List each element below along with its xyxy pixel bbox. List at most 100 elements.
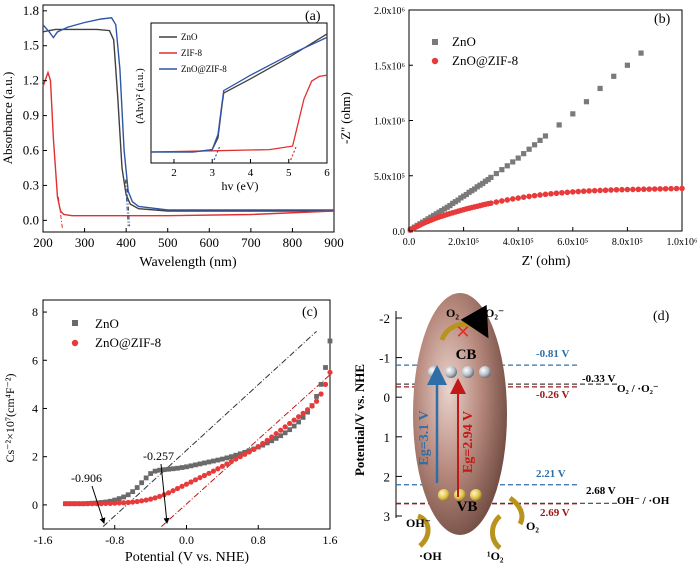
y-tick-label: 1.5x10⁶ bbox=[374, 61, 406, 72]
panel-d-y-ticks: -2 -1 0 1 2 3 bbox=[379, 311, 402, 524]
x-tick-label: 300 bbox=[75, 235, 95, 250]
data-point-zno-zif8 bbox=[537, 192, 543, 198]
series-line-zno bbox=[42, 28, 334, 212]
panel-b: 0.0 2.0x10⁵ 4.0x10⁵ 6.0x10⁵ 8.0x10⁵ 1.0x10⁶ 0… bbox=[338, 6, 698, 269]
legend-label-zno-zif8: ZnO@ZIF-8 bbox=[181, 64, 227, 74]
data-point-zno bbox=[148, 471, 154, 476]
electron bbox=[445, 366, 457, 378]
data-point-zno-zif8 bbox=[580, 188, 587, 195]
inset-frame bbox=[150, 22, 328, 164]
data-point-zno bbox=[269, 438, 275, 444]
inset-marks bbox=[150, 33, 328, 161]
data-point-zno-zif8 bbox=[156, 493, 163, 500]
data-point-zno bbox=[469, 188, 475, 194]
data-point-zno-zif8 bbox=[624, 186, 631, 193]
panel-a-frame bbox=[42, 4, 335, 233]
panel-c-tangent-lines bbox=[102, 330, 331, 527]
data-point-zno-zif8 bbox=[130, 499, 136, 505]
data-point-zno-zif8 bbox=[201, 472, 208, 479]
data-point-zno bbox=[224, 455, 230, 461]
data-point-zno bbox=[197, 461, 203, 467]
data-point-zno bbox=[278, 433, 284, 439]
data-point-zno-zif8 bbox=[179, 483, 185, 489]
data-point-zno bbox=[125, 492, 131, 498]
panel-d-y-axis-label: Potential/V vs. NHE bbox=[352, 364, 367, 476]
x-tick-label: 8.0x10⁵ bbox=[612, 237, 643, 248]
y-tick-label: 3 bbox=[384, 509, 391, 524]
hole bbox=[454, 489, 466, 501]
y-tick-label: 0.0 bbox=[393, 227, 406, 238]
data-point-zno bbox=[233, 452, 239, 458]
legend-marker-zno bbox=[432, 39, 438, 45]
x-tick-label: 2.0x10⁵ bbox=[448, 237, 479, 248]
legend-label-zno: ZnO bbox=[181, 32, 198, 42]
reaction-arrow-oh-oxidation bbox=[416, 513, 431, 548]
data-point-zno bbox=[143, 475, 149, 481]
y-tick-label: 1.8 bbox=[23, 3, 39, 18]
y-tick-label: 5.0x10⁵ bbox=[374, 172, 405, 183]
data-point-zno bbox=[493, 170, 499, 177]
data-point-zno bbox=[323, 365, 328, 370]
data-point-zno-zif8 bbox=[493, 199, 500, 205]
data-point-zno-zif8 bbox=[242, 451, 248, 457]
data-point-zno-zif8 bbox=[526, 193, 532, 200]
data-point-zno bbox=[499, 167, 505, 173]
level-label-vb-composite: 2.69 V bbox=[540, 507, 570, 519]
data-point-zno-zif8 bbox=[542, 191, 549, 198]
panel-a-y-axis-label: Absorbance (a.u.) bbox=[0, 72, 15, 165]
data-point-zno bbox=[166, 466, 171, 472]
data-point-zno bbox=[433, 211, 439, 217]
data-point-zno-zif8 bbox=[210, 468, 217, 474]
data-point-zno-zif8 bbox=[251, 446, 257, 453]
data-point-zno-zif8 bbox=[183, 481, 190, 487]
y-tick-label: 0 bbox=[32, 498, 38, 512]
species-o2-bottom: O₂ bbox=[526, 519, 539, 533]
data-point-zno bbox=[318, 381, 324, 387]
panel-d-label: (d) bbox=[653, 309, 670, 324]
data-point-zno bbox=[175, 465, 180, 471]
reaction-arrow-o2-reduction bbox=[439, 304, 489, 342]
data-point-zno-zif8 bbox=[103, 500, 109, 507]
data-point-zno bbox=[287, 427, 293, 433]
data-point-zno bbox=[116, 496, 122, 502]
panel-c-label: (c) bbox=[302, 305, 318, 320]
band-edge-extrapolation bbox=[124, 179, 129, 227]
band-edge-extrapolation bbox=[57, 197, 64, 230]
data-point-zno-zif8 bbox=[80, 501, 86, 507]
inset-x-tick-label: 5 bbox=[286, 167, 292, 179]
data-point-zno-zif8 bbox=[174, 485, 181, 492]
panel-c-frame bbox=[42, 299, 331, 530]
panel-a-x-ticks: 200 300 400 500 600 700 800 900 bbox=[33, 228, 344, 250]
data-point-zno bbox=[461, 193, 467, 199]
data-point-zno-zif8 bbox=[668, 185, 674, 192]
data-point-zno bbox=[193, 462, 198, 468]
inset-extrapolation bbox=[213, 145, 221, 161]
y-tick-label: 6 bbox=[32, 353, 38, 367]
data-point-zno-zif8 bbox=[116, 500, 122, 506]
data-point-zno-zif8 bbox=[662, 185, 669, 192]
data-point-zno bbox=[477, 182, 483, 188]
legend-label-zno-zif8: ZnO@ZIF-8 bbox=[95, 335, 161, 350]
data-point-zno-zif8 bbox=[291, 417, 297, 423]
band-edge-extrapolation bbox=[126, 179, 130, 227]
inset-legend: ZnO ZIF-8 ZnO@ZIF-8 bbox=[159, 32, 227, 74]
data-point-zno-zif8 bbox=[509, 196, 516, 202]
data-point-zno-zif8 bbox=[85, 501, 91, 507]
data-point-zno bbox=[134, 485, 140, 490]
panel-b-y-ticks: 0.0 5.0x10⁵ 1.0x10⁶ 1.5x10⁶ 2.0x10⁶ bbox=[374, 6, 413, 238]
data-point-zno-zif8 bbox=[619, 186, 625, 193]
species-singlet-oxygen: ¹O₂ bbox=[487, 549, 504, 563]
data-point-zno bbox=[510, 159, 516, 165]
couple-label-o2: O₂ / ·O₂⁻ bbox=[617, 383, 659, 395]
data-point-zno-zif8 bbox=[564, 189, 571, 196]
data-point-zno bbox=[485, 177, 491, 183]
data-point-zno bbox=[452, 199, 459, 205]
data-point-zno-zif8 bbox=[62, 501, 69, 507]
data-point-zno bbox=[450, 200, 456, 206]
x-tick-label: -1.6 bbox=[34, 533, 53, 547]
annotation-arrow-1 bbox=[91, 485, 106, 524]
data-point-zno bbox=[121, 494, 127, 500]
data-point-zno bbox=[444, 204, 450, 210]
data-point-zno-zif8 bbox=[264, 437, 270, 443]
data-point-zno-zif8 bbox=[515, 195, 521, 201]
